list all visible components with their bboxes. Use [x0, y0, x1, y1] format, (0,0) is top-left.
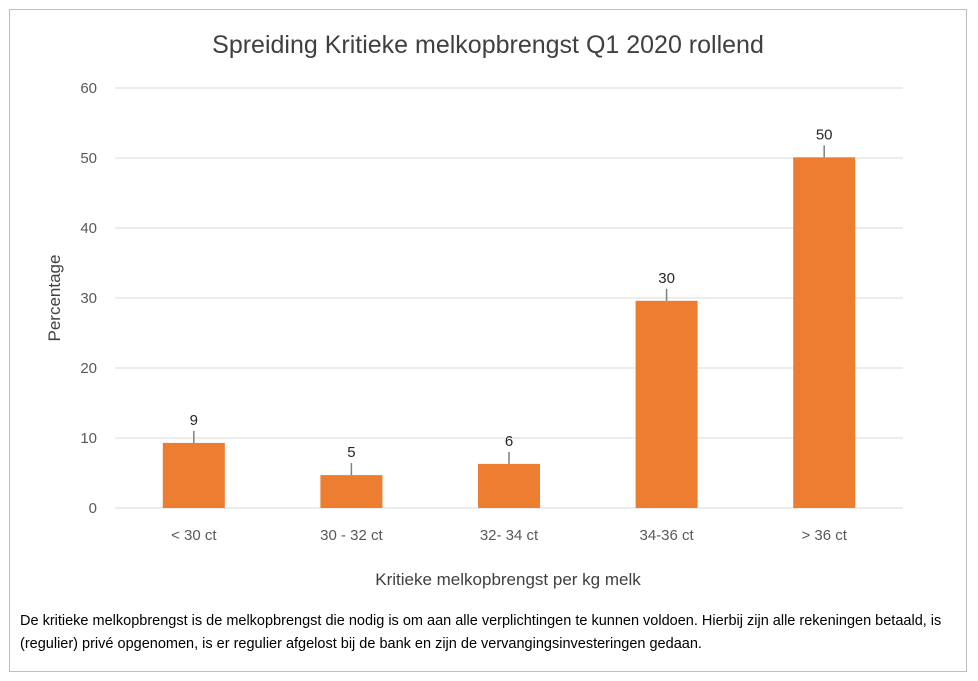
- x-tick-label: 30 - 32 ct: [320, 527, 383, 544]
- x-tick-label: > 36 ct: [801, 527, 847, 544]
- x-tick-label: 32- 34 ct: [480, 527, 539, 544]
- x-tick-label: < 30 ct: [171, 527, 217, 544]
- bar: [635, 300, 698, 508]
- y-axis-ticks: 0 10 20 30 40 50 60: [80, 80, 97, 517]
- x-axis-ticks: < 30 ct 30 - 32 ct 32- 34 ct 34-36 ct > 36 c…: [171, 527, 848, 544]
- data-label: 30: [658, 270, 675, 287]
- data-labels: 9 5 6 30 50: [190, 126, 833, 461]
- data-label: 9: [190, 412, 198, 429]
- y-tick-label: 60: [80, 80, 97, 97]
- y-axis-label: Percentage: [45, 255, 64, 342]
- y-tick-label: 0: [89, 500, 97, 517]
- data-label-leaders: [193, 145, 825, 476]
- data-label: 6: [505, 433, 513, 450]
- y-tick-label: 10: [80, 430, 97, 447]
- x-axis-label: Kritieke melkopbrengst per kg melk: [375, 570, 641, 589]
- bar: [320, 475, 383, 508]
- bar: [478, 463, 540, 508]
- y-tick-label: 30: [80, 290, 97, 307]
- y-tick-label: 50: [80, 150, 97, 167]
- y-tick-label: 20: [80, 360, 97, 377]
- chart-title: Spreiding Kritieke melkopbrengst Q1 2020…: [212, 31, 764, 59]
- gridlines: [115, 87, 903, 509]
- bars: [162, 157, 856, 509]
- footnote: De kritieke melkopbrengst is de melkopbr…: [20, 613, 942, 652]
- data-label: 50: [816, 126, 833, 143]
- bar: [162, 442, 225, 508]
- y-tick-label: 40: [80, 220, 97, 237]
- bar: [793, 157, 856, 509]
- x-tick-label: 34-36 ct: [639, 527, 694, 544]
- data-label: 5: [347, 444, 355, 461]
